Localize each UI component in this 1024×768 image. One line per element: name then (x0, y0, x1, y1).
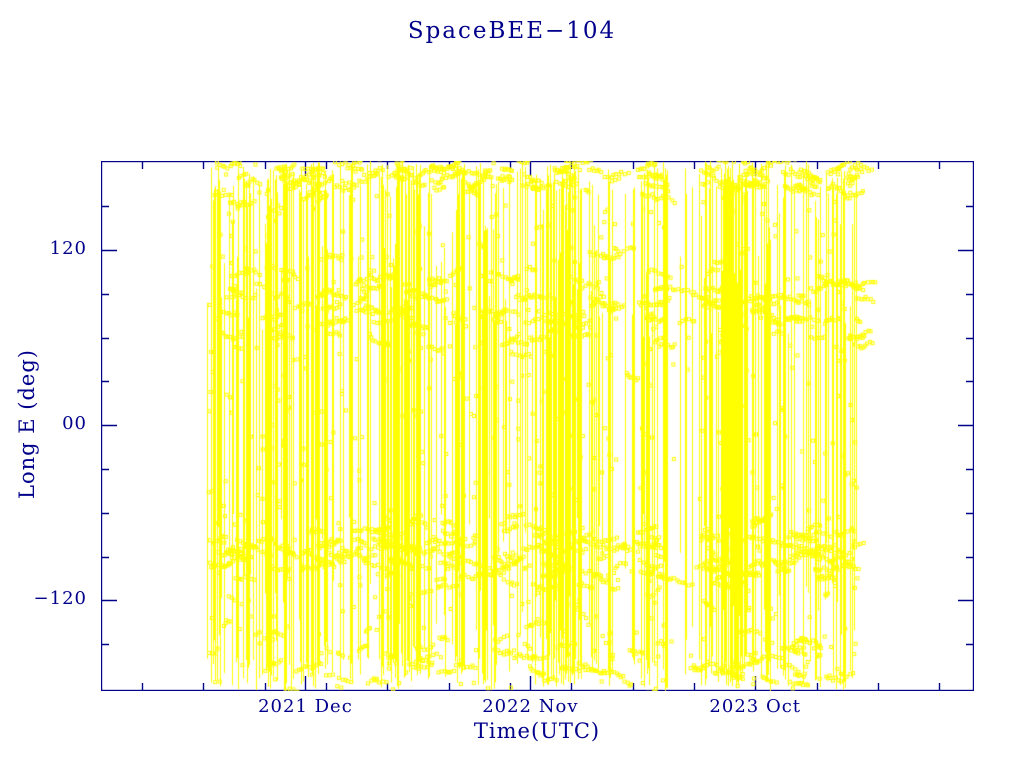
chart-title: SpaceBEE−104 (407, 18, 617, 44)
data-canvas (101, 161, 974, 691)
y-tick-label: 00 (62, 413, 87, 435)
x-tick-label: 2022 Nov (482, 696, 579, 717)
x-tick-label: 2021 Dec (258, 696, 353, 717)
x-tick-label: 2023 Oct (709, 696, 802, 717)
x-axis-title: Time(UTC) (473, 719, 601, 743)
y-tick-label: 120 (49, 238, 87, 260)
y-tick-label: −120 (33, 588, 87, 610)
y-axis-title: Long E (deg) (15, 349, 39, 499)
plot-area (101, 161, 974, 691)
